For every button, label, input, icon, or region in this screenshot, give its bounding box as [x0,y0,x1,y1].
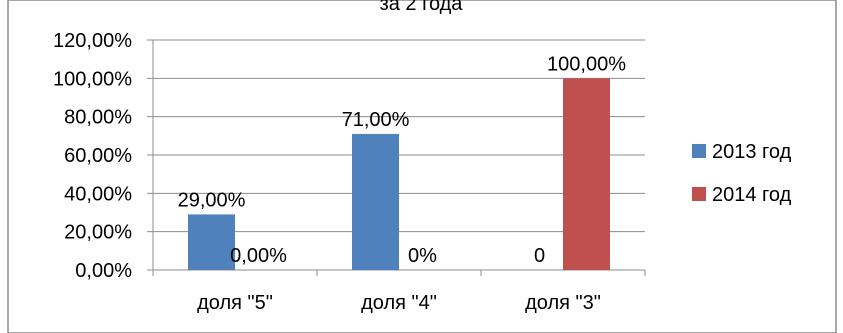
data-label: 71,00% [342,109,410,131]
bar [563,78,610,270]
data-labels: 29,00% 0,00% 71,00% 0% 0 100,00% [178,53,627,267]
y-tick-label: 60,00% [64,145,132,167]
bars [188,78,610,270]
chart-border [7,0,837,333]
data-label: 0,00% [230,245,287,267]
legend-swatch [692,144,706,158]
y-tick-label: 0,00% [75,260,132,282]
y-tick-label: 100,00% [53,68,132,90]
data-label: 0% [408,245,437,267]
axes: 0,00% 20,00% 40,00% 60,00% 80,00% 100,00% 120,… [53,30,646,314]
bar [352,133,399,270]
legend-label: 2013 год [712,141,792,163]
x-category-label: доля "3" [525,292,601,314]
chart-title: за 2 года [380,0,464,15]
y-tick-label: 80,00% [64,107,132,129]
bar [188,214,235,270]
y-tick-label: 120,00% [53,30,132,52]
y-tick-label: 40,00% [64,183,132,205]
x-category-label: доля "4" [361,292,437,314]
data-label: 0 [534,245,545,267]
data-label: 29,00% [178,189,246,211]
x-category-label: доля "5" [197,292,273,314]
data-label: 100,00% [547,53,626,75]
legend: 2013 год 2014 год [692,141,792,206]
legend-label: 2014 год [712,184,792,206]
y-tick-label: 20,00% [64,222,132,244]
legend-swatch [692,187,706,201]
